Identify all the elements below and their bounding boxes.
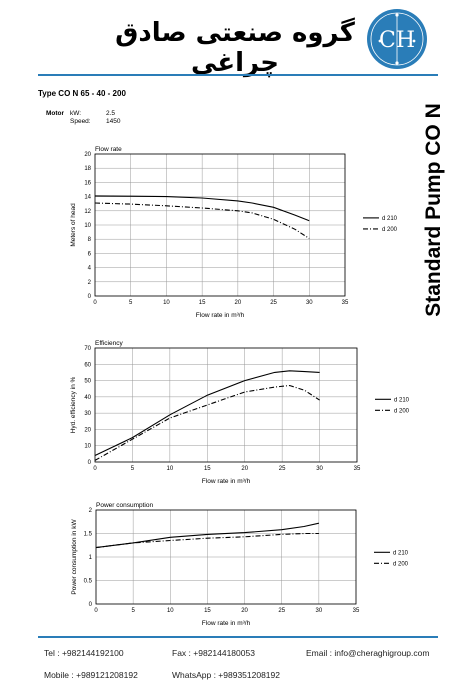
chart-svg: Flow rate 0 5 10 15 20 25 30 35 0 2 4 6 8 10 12 14 16 18 20… [70,146,398,319]
chart-svg: Power consumption 0 5 10 15 20 25 30 35 0 0.5 1 1.5 2… [71,502,409,627]
legend-label: d 210 [382,216,398,222]
y-tick-label: 18 [84,166,91,172]
plot-frame [94,153,346,297]
x-axis-label: Flow rate in m³/h [202,478,251,485]
y-tick-label: 12 [84,209,91,215]
y-tick-label: 0 [89,602,93,608]
legend-label: d 200 [393,561,409,567]
plot-frame [95,509,357,605]
x-tick-label: 25 [278,608,285,614]
series-line [95,532,319,549]
y-tick-label: 40 [84,395,91,401]
x-tick-label: 30 [316,608,323,614]
series-line [94,370,320,456]
y-tick-label: 70 [84,346,91,352]
y-tick-label: 14 [84,195,91,201]
x-tick-label: 20 [241,608,248,614]
y-axis-label: Hyd. efficiency in % [70,376,77,433]
footer-tel: Tel : +982144192100 [44,648,124,658]
motor-label: Motor [46,110,65,117]
x-tick-label: 35 [353,608,360,614]
y-tick-label: 4 [88,266,92,272]
x-tick-label: 10 [167,466,174,472]
x-tick-label: 20 [241,466,248,472]
y-tick-label: 10 [84,444,91,450]
chart-title: Efficiency [95,340,123,347]
y-tick-label: 1.5 [84,532,93,538]
speed-key: Speed: [70,118,91,125]
power-chart: Power consumption 0 5 10 15 20 25 30 35 0 0.5 1 1.5 2… [56,498,436,636]
kw-key: kW: [70,110,82,117]
y-tick-label: 20 [84,427,91,433]
y-tick-label: 0.5 [84,579,93,585]
x-tick-label: 15 [199,300,206,306]
footer-mobile: Mobile : +989121208192 [44,670,138,680]
x-tick-label: 10 [167,608,174,614]
chart-title: Power consumption [96,502,153,509]
motor-specs: Motor kW: 2.5 Speed: 1450 [46,110,136,126]
efficiency-chart: Efficiency 0 5 10 15 20 25 30 35 0 10 20 30 40 50 60 70 F… [55,336,437,494]
x-tick-label: 25 [279,466,286,472]
footer-whatsapp: WhatsApp : +989351208192 [172,670,280,680]
x-tick-label: 0 [93,300,97,306]
head-chart: Flow rate 0 5 10 15 20 25 30 35 0 2 4 6 8 10 12 14 16 18 20… [55,142,425,328]
x-tick-label: 10 [163,300,170,306]
plot-frame [94,347,358,463]
x-tick-label: 25 [270,300,277,306]
series-line [94,384,320,461]
series-line [94,202,310,239]
chart-title: Flow rate [95,146,122,153]
y-tick-label: 8 [88,237,92,243]
legend-label: d 210 [393,550,409,556]
y-tick-label: 2 [89,508,93,514]
x-tick-label: 0 [94,608,98,614]
y-tick-label: 0 [88,294,92,300]
y-tick-label: 2 [88,280,92,286]
y-tick-label: 0 [88,460,92,466]
x-tick-label: 20 [235,300,242,306]
x-tick-label: 15 [204,466,211,472]
x-tick-label: 35 [354,466,361,472]
legend-label: d 210 [394,397,410,403]
y-axis-label: Power consumption in kW [71,519,78,595]
x-axis-label: Flow rate in m³/h [196,312,245,319]
company-name: گروه صنعتی صادق چراغی [115,18,355,78]
y-tick-label: 30 [84,411,91,417]
series-line [94,195,310,222]
x-tick-label: 5 [131,608,135,614]
y-tick-label: 60 [84,362,91,368]
x-tick-label: 15 [204,608,211,614]
legend-label: d 200 [394,408,410,414]
y-tick-label: 20 [84,152,91,158]
logo-letters: CH [379,28,415,53]
company-logo: CH [366,8,428,70]
header-divider [38,74,438,76]
speed-value: 1450 [106,118,121,125]
y-tick-label: 6 [88,251,92,257]
x-tick-label: 5 [129,300,133,306]
x-tick-label: 35 [342,300,349,306]
footer-fax: Fax : +982144180053 [172,648,255,658]
x-tick-label: 30 [316,466,323,472]
y-axis-label: Meters of head [70,203,77,247]
side-title-text: Standard Pump CO N [422,103,445,317]
chart-svg: Efficiency 0 5 10 15 20 25 30 35 0 10 20 30 40 50 60 70 F… [70,340,410,485]
y-tick-label: 1 [89,555,93,561]
y-tick-label: 50 [84,379,91,385]
x-tick-label: 0 [93,466,97,472]
y-tick-label: 16 [84,180,91,186]
footer-email: Email : info@cheraghigroup.com [306,648,430,658]
x-tick-label: 30 [306,300,313,306]
legend-label: d 200 [382,227,398,233]
page-header: گروه صنعتی صادق چراغی CH [0,0,474,78]
footer-divider [38,636,438,638]
pump-type: Type CO N 65 - 40 - 200 [38,89,126,98]
kw-value: 2.5 [106,110,116,117]
x-tick-label: 5 [131,466,135,472]
x-axis-label: Flow rate in m³/h [202,620,251,627]
y-tick-label: 10 [84,223,91,229]
